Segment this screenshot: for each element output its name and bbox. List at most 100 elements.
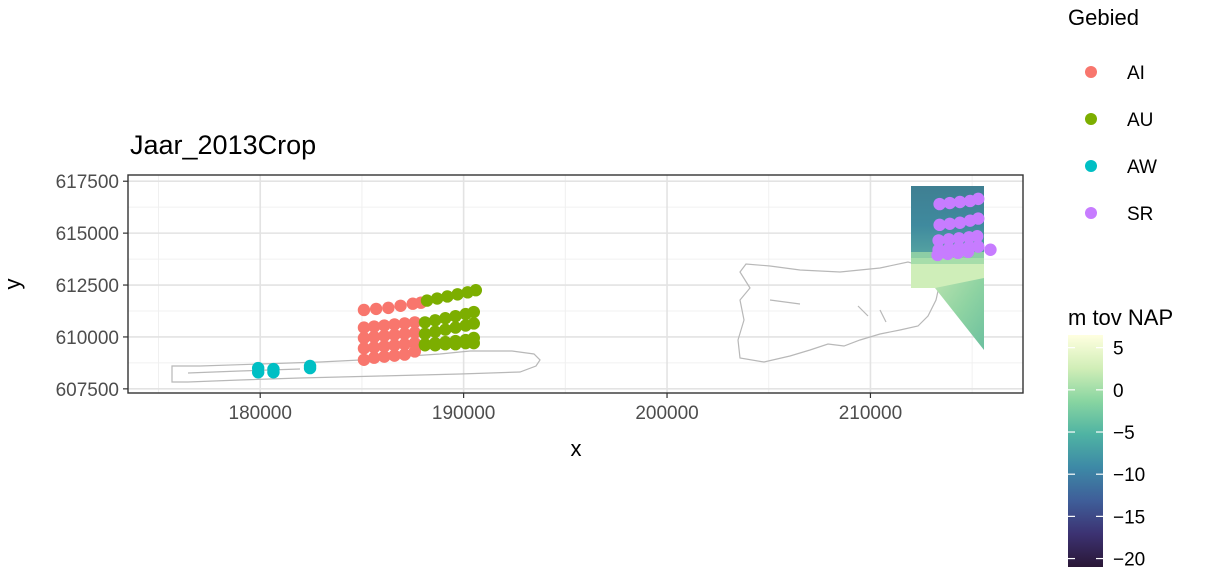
point-ai [408,345,422,358]
shoreline-west-outline [171,350,541,383]
points-layer [251,192,997,379]
point-au [439,338,452,351]
point-ai [378,340,391,353]
y-axis-title: y [0,279,25,290]
point-aw [251,366,265,379]
legend-label-ai: AI [1127,63,1145,84]
raster-tail-wedge [935,278,984,350]
point-ai [357,342,371,355]
panel-border [127,174,1024,394]
y-axis: 607500 610000 612500 615000 617500 [56,172,128,401]
legend-entries: AI AU AW SR [1085,63,1157,225]
point-au [449,309,462,323]
legend-gebied-title: Gebied [1068,5,1139,30]
colorbar-label: −20 [1113,550,1145,571]
colorbar [1068,335,1103,567]
legend-gebied: Gebied AI AU AW SR [1068,5,1157,225]
point-au [469,284,483,297]
point-sr [933,197,946,211]
y-tick-label: 612500 [56,276,119,297]
point-ai [388,349,401,362]
colorbar-label: 5 [1113,339,1124,360]
point-sr [972,212,985,225]
point-ai [408,316,422,329]
panel-background [128,175,1023,393]
point-ai [398,348,411,361]
point-au [449,338,462,351]
colorbar-label: −15 [1113,507,1145,528]
point-sr [953,216,967,229]
y-tick-label: 610000 [56,328,119,349]
chart-title: Jaar_2013Crop [130,130,316,160]
point-au [428,325,442,338]
point-ai [357,353,371,366]
point-ai [367,320,381,333]
point-ai [388,339,401,352]
colorbar-label: −5 [1113,423,1135,444]
point-au [430,292,444,305]
legend-key-aw [1085,160,1097,172]
point-sr [933,218,946,232]
legend-label-aw: AW [1127,157,1157,178]
legend-label-au: AU [1127,110,1153,131]
legend-elevation-title: m tov NAP [1068,305,1173,330]
legend-elevation: m tov NAP 5 0 −10 −15 −20 −5 [1068,305,1173,571]
point-sr [941,247,954,261]
point-au [439,312,452,325]
point-au [418,339,432,352]
point-ai [378,329,391,343]
point-ai [378,319,391,332]
point-ai [398,317,411,330]
point-au [467,305,480,319]
point-ai [357,331,371,345]
point-sr [972,192,985,206]
point-sr [953,195,967,209]
colorbar-ticks: 5 0 −10 −15 −20 −5 [1068,339,1145,571]
point-ai [398,327,411,341]
point-sr [971,230,984,243]
point-ai [357,321,371,334]
point-sr [972,240,985,253]
x-axis-title: x [571,436,582,461]
point-ai [357,303,371,317]
point-sr [952,232,966,245]
point-au [428,339,442,352]
shoreline-east-outline [737,261,941,363]
point-aw [303,361,317,375]
point-ai [408,326,422,339]
point-au [467,317,480,330]
legend-key-au [1085,113,1097,125]
point-ai [367,330,381,344]
point-sr [942,233,955,246]
point-au [428,314,442,327]
point-au [451,288,464,301]
point-au [420,294,434,307]
y-tick-label: 607500 [56,380,119,401]
point-ai [388,328,401,342]
x-tick-label: 210000 [839,403,902,424]
point-au [418,316,432,329]
colorbar-label: 0 [1113,381,1124,402]
point-ai [367,341,381,354]
x-axis: 180000 190000 200000 210000 [229,393,902,424]
x-tick-label: 190000 [432,403,495,424]
colorbar-label: −10 [1113,465,1145,486]
x-tick-label: 200000 [635,403,698,424]
y-tick-label: 617500 [56,172,119,193]
point-sr [943,217,956,230]
y-tick-label: 615000 [56,224,119,245]
plot-panel [127,174,1024,394]
point-au [418,327,432,341]
point-sr [932,234,945,247]
point-au [441,290,454,303]
point-ai [398,338,411,351]
point-sr [961,245,975,259]
point-sr [943,196,956,210]
point-sr [931,248,944,262]
point-ai [382,301,395,315]
point-ai [369,302,383,316]
legend-key-sr [1085,207,1097,219]
point-ai [388,318,401,331]
point-au [439,323,452,336]
